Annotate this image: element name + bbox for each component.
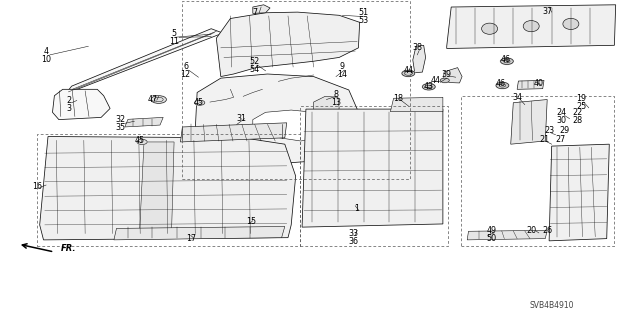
- Text: 14: 14: [337, 70, 348, 78]
- Bar: [182, 1, 410, 179]
- Polygon shape: [253, 5, 270, 13]
- Text: 10: 10: [41, 55, 51, 63]
- Polygon shape: [114, 226, 285, 240]
- Text: 32: 32: [115, 115, 125, 124]
- Text: FR.: FR.: [61, 244, 76, 253]
- Text: 46: 46: [495, 79, 506, 88]
- Polygon shape: [549, 144, 609, 241]
- Polygon shape: [413, 45, 426, 73]
- Text: 21: 21: [539, 135, 549, 144]
- Text: 49: 49: [486, 226, 497, 235]
- Text: 53: 53: [358, 16, 369, 25]
- Text: 45: 45: [193, 98, 204, 107]
- Bar: [300, 106, 448, 246]
- Text: 3: 3: [67, 104, 72, 113]
- Text: 19: 19: [576, 94, 586, 103]
- Text: 4: 4: [44, 47, 49, 56]
- Polygon shape: [64, 29, 224, 96]
- Text: 9: 9: [340, 62, 345, 71]
- Text: 27: 27: [555, 135, 565, 144]
- Polygon shape: [302, 109, 443, 227]
- Text: 6: 6: [183, 62, 188, 71]
- Text: 54: 54: [250, 65, 260, 74]
- Polygon shape: [314, 96, 339, 118]
- Circle shape: [440, 78, 449, 83]
- Text: 18: 18: [393, 94, 403, 103]
- Polygon shape: [195, 74, 360, 163]
- Text: 31: 31: [237, 114, 247, 122]
- Text: 7: 7: [252, 8, 257, 17]
- Polygon shape: [253, 110, 326, 141]
- Text: 52: 52: [250, 57, 260, 66]
- Text: 11: 11: [169, 37, 179, 46]
- Text: 50: 50: [486, 234, 497, 243]
- Text: 28: 28: [572, 116, 582, 125]
- Polygon shape: [511, 100, 547, 144]
- Circle shape: [195, 100, 205, 105]
- Text: 43: 43: [424, 82, 434, 91]
- Circle shape: [402, 70, 415, 77]
- Polygon shape: [52, 89, 110, 120]
- Text: 34: 34: [512, 93, 522, 102]
- Circle shape: [500, 58, 513, 64]
- Text: 35: 35: [115, 123, 125, 132]
- Text: 8: 8: [333, 90, 339, 99]
- Polygon shape: [125, 117, 163, 127]
- Circle shape: [151, 96, 166, 103]
- Text: 45: 45: [134, 137, 145, 145]
- Polygon shape: [180, 123, 287, 142]
- Text: 29: 29: [559, 126, 570, 135]
- Text: 17: 17: [186, 234, 196, 243]
- Polygon shape: [40, 137, 296, 240]
- Polygon shape: [140, 142, 174, 234]
- Text: 30: 30: [557, 116, 567, 125]
- Ellipse shape: [523, 21, 539, 32]
- Text: 23: 23: [544, 126, 554, 135]
- Polygon shape: [443, 68, 462, 83]
- Text: 16: 16: [32, 182, 42, 191]
- Polygon shape: [467, 230, 547, 240]
- Circle shape: [422, 84, 435, 90]
- Circle shape: [137, 139, 147, 145]
- Text: 25: 25: [576, 102, 586, 111]
- Text: 1: 1: [355, 204, 360, 213]
- Text: 39: 39: [442, 70, 452, 79]
- Bar: [461, 96, 614, 246]
- Text: 44: 44: [430, 76, 440, 85]
- Ellipse shape: [563, 18, 579, 30]
- Text: 2: 2: [67, 96, 72, 105]
- Polygon shape: [517, 80, 544, 89]
- Polygon shape: [447, 5, 616, 48]
- Text: 20: 20: [526, 226, 536, 235]
- Text: 40: 40: [534, 79, 544, 88]
- Polygon shape: [216, 12, 360, 77]
- Text: 33: 33: [348, 229, 358, 238]
- Text: 26: 26: [542, 226, 552, 235]
- Text: 46: 46: [500, 56, 511, 64]
- Bar: [37, 134, 300, 246]
- Text: 5: 5: [172, 29, 177, 38]
- Text: 47: 47: [147, 95, 157, 104]
- Text: 13: 13: [331, 98, 341, 107]
- Text: 12: 12: [180, 70, 191, 78]
- Text: 36: 36: [348, 237, 358, 246]
- Circle shape: [496, 82, 509, 89]
- Polygon shape: [390, 97, 443, 112]
- Text: 37: 37: [542, 7, 552, 16]
- Text: 22: 22: [572, 108, 582, 117]
- Text: 51: 51: [358, 8, 369, 17]
- Text: 15: 15: [246, 217, 256, 226]
- Text: 38: 38: [412, 43, 422, 52]
- Text: 24: 24: [557, 108, 567, 117]
- Ellipse shape: [482, 23, 498, 34]
- Text: SVB4B4910: SVB4B4910: [529, 301, 574, 310]
- Text: 44: 44: [403, 66, 413, 75]
